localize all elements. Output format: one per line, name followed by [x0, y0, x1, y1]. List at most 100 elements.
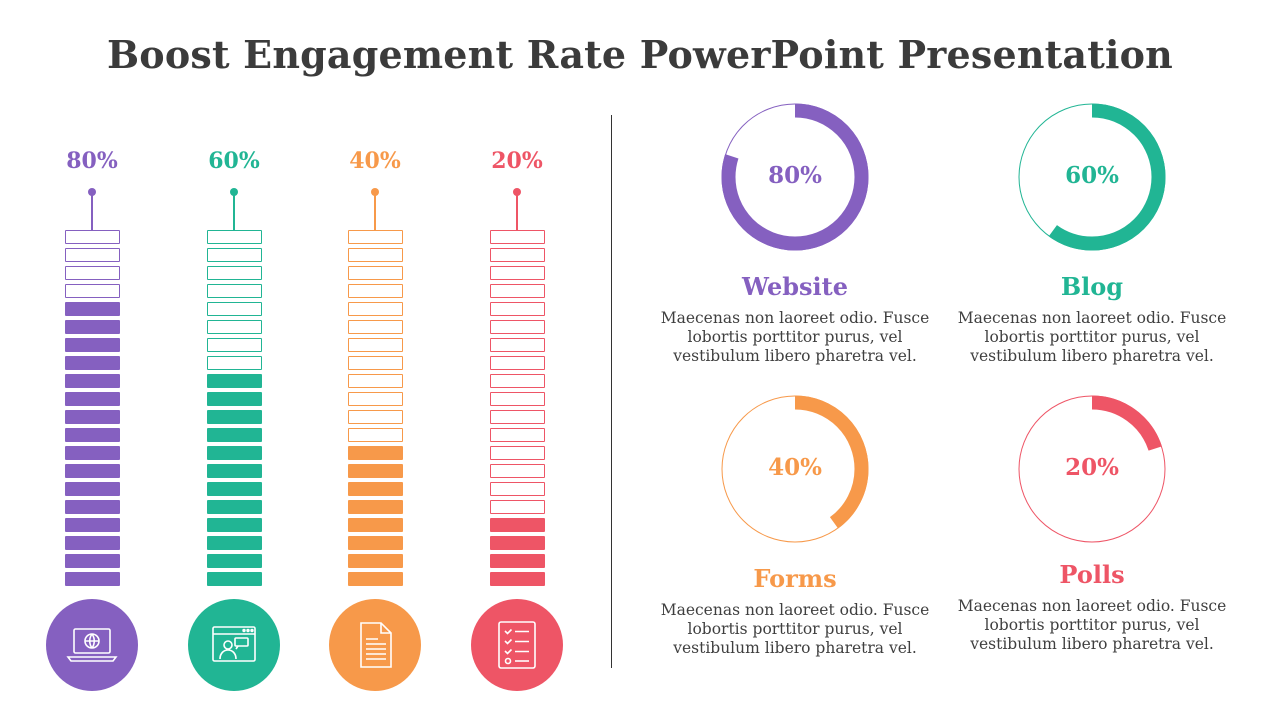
- bar-segment: [490, 356, 545, 370]
- donut-name: Website: [741, 272, 849, 301]
- bar-segment: [65, 428, 120, 442]
- bar-segment: [65, 500, 120, 514]
- desc-line: Maecenas non laoreet odio. Fusce: [660, 309, 930, 327]
- desc-line: vestibulum libero pharetra vel.: [673, 347, 917, 365]
- bar-segment: [348, 536, 403, 550]
- bar-segment: [207, 266, 262, 280]
- bar-segment: [490, 302, 545, 316]
- donut-card-forms: 40% Forms Maecenas non laoreet odio. Fus…: [647, 392, 943, 658]
- bar-value-label: 40%: [349, 148, 401, 174]
- bar-segment: [348, 482, 403, 496]
- pin-stem: [91, 195, 93, 230]
- bar-segment: [207, 374, 262, 388]
- donut-value-label: 40%: [768, 454, 822, 481]
- bar-segment: [207, 500, 262, 514]
- bar-segment: [207, 392, 262, 406]
- bar-segment: [207, 284, 262, 298]
- desc-line: lobortis porttitor purus, vel: [687, 328, 903, 346]
- bar-segment: [490, 554, 545, 568]
- bar-segment: [490, 536, 545, 550]
- bar-segment: [207, 464, 262, 478]
- bar-segment: [490, 464, 545, 478]
- bar-segment: [207, 518, 262, 532]
- donut-description: Maecenas non laoreet odio. Fusce loborti…: [660, 309, 930, 366]
- bar-segment: [65, 518, 120, 532]
- laptop-globe-icon: [46, 599, 138, 691]
- bar-segment: [207, 230, 262, 244]
- bar-segment: [65, 230, 120, 244]
- desc-line: Maecenas non laoreet odio. Fusce: [660, 601, 930, 619]
- bar-segment: [348, 284, 403, 298]
- bar-segment: [207, 320, 262, 334]
- bar-value-label: 20%: [491, 148, 543, 174]
- bar-segment: [207, 428, 262, 442]
- bar-segment: [348, 572, 403, 586]
- bar-segment: [348, 410, 403, 424]
- desc-line: lobortis porttitor purus, vel: [984, 328, 1200, 346]
- donut-value-label: 60%: [1065, 162, 1119, 189]
- bar-segment: [65, 266, 120, 280]
- donut-name: Polls: [1059, 560, 1125, 589]
- segment-stack: [207, 230, 262, 590]
- bar-segment: [348, 374, 403, 388]
- bar-column-blog: 60%: [188, 0, 280, 720]
- bar-segment: [490, 338, 545, 352]
- desc-line: Maecenas non laoreet odio. Fusce: [957, 309, 1227, 327]
- bar-segment: [348, 464, 403, 478]
- bar-segment: [65, 482, 120, 496]
- bar-column-forms: 40%: [329, 0, 421, 720]
- bar-segment: [348, 392, 403, 406]
- bar-segment: [65, 464, 120, 478]
- bar-segment: [348, 554, 403, 568]
- bar-segment: [348, 266, 403, 280]
- bar-segment: [490, 428, 545, 442]
- bar-segment: [348, 428, 403, 442]
- bar-segment: [490, 410, 545, 424]
- donut-arc: [1018, 395, 1166, 543]
- donut-chart: [1018, 103, 1166, 251]
- segment-stack: [348, 230, 403, 590]
- donut-chart: [1018, 395, 1166, 543]
- segment-stack: [65, 230, 120, 590]
- bar-segment: [65, 374, 120, 388]
- bar-segment: [490, 320, 545, 334]
- donut-card-blog: 60% Blog Maecenas non laoreet odio. Fusc…: [944, 100, 1240, 366]
- donut-card-polls: 20% Polls Maecenas non laoreet odio. Fus…: [944, 392, 1240, 654]
- bar-segment: [65, 302, 120, 316]
- bar-segment: [65, 446, 120, 460]
- pin-dot: [230, 188, 238, 196]
- bar-segment: [348, 446, 403, 460]
- donut-name: Blog: [1060, 272, 1124, 301]
- bar-segment: [490, 284, 545, 298]
- donut-card-website: 80% Website Maecenas non laoreet odio. F…: [647, 100, 943, 366]
- bar-segment: [65, 284, 120, 298]
- pin-stem: [233, 195, 235, 230]
- bar-segment: [348, 500, 403, 514]
- checklist-icon: [471, 599, 563, 691]
- bar-segment: [490, 446, 545, 460]
- bar-segment: [490, 248, 545, 262]
- bar-segment: [65, 320, 120, 334]
- bar-segment: [207, 536, 262, 550]
- desc-line: vestibulum libero pharetra vel.: [970, 635, 1214, 653]
- desc-line: vestibulum libero pharetra vel.: [970, 347, 1214, 365]
- desc-line: lobortis porttitor purus, vel: [687, 620, 903, 638]
- bar-segment: [490, 374, 545, 388]
- pin-dot: [88, 188, 96, 196]
- bar-segment: [65, 536, 120, 550]
- bar-column-polls: 20%: [471, 0, 563, 720]
- bar-segment: [348, 338, 403, 352]
- bar-segment: [65, 410, 120, 424]
- bar-column-website: 80%: [46, 0, 138, 720]
- bar-segment: [65, 248, 120, 262]
- donut-description: Maecenas non laoreet odio. Fusce loborti…: [660, 601, 930, 658]
- desc-line: lobortis porttitor purus, vel: [984, 616, 1200, 634]
- bar-segment: [490, 500, 545, 514]
- bar-segment: [65, 392, 120, 406]
- bar-segment: [207, 554, 262, 568]
- bar-segment: [490, 482, 545, 496]
- pin-stem: [516, 195, 518, 230]
- bar-segment: [207, 446, 262, 460]
- donut-description: Maecenas non laoreet odio. Fusce loborti…: [957, 309, 1227, 366]
- donut-arc: [721, 103, 869, 251]
